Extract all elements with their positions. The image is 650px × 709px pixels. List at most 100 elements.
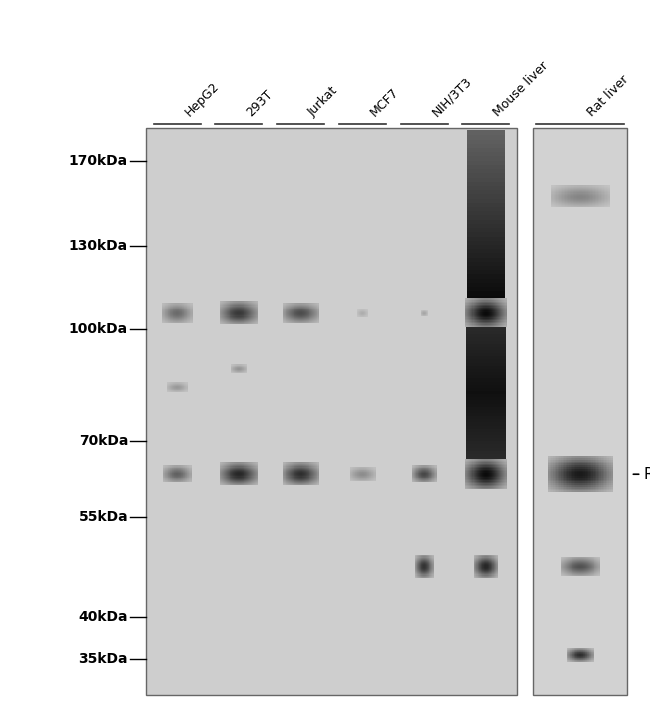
Bar — [296, 478, 298, 480]
Bar — [297, 464, 298, 465]
Bar — [421, 573, 422, 574]
Bar — [503, 321, 505, 323]
Bar — [285, 321, 286, 323]
Bar — [422, 554, 423, 557]
Bar — [554, 486, 557, 489]
Bar — [568, 189, 571, 190]
Bar — [478, 571, 480, 574]
Bar — [490, 573, 491, 574]
Bar — [501, 466, 503, 468]
Bar — [571, 461, 573, 464]
Bar — [573, 653, 574, 654]
Bar — [360, 313, 361, 314]
Bar — [295, 467, 297, 469]
Bar — [477, 568, 478, 570]
Bar — [501, 313, 503, 315]
Bar — [469, 486, 471, 488]
Bar — [163, 316, 164, 317]
Bar — [294, 321, 295, 323]
Bar — [185, 385, 186, 386]
Bar — [432, 569, 433, 571]
Bar — [283, 464, 285, 467]
Bar — [248, 316, 250, 318]
Bar — [506, 481, 507, 484]
Bar — [352, 478, 353, 479]
Bar — [361, 311, 362, 313]
Bar — [584, 655, 585, 657]
Bar — [571, 195, 573, 196]
Bar — [224, 469, 226, 471]
Bar — [172, 384, 174, 385]
Bar — [593, 572, 595, 574]
Bar — [168, 317, 170, 319]
Bar — [504, 301, 506, 303]
Bar — [476, 306, 478, 308]
Bar — [426, 480, 427, 481]
Bar — [499, 475, 501, 477]
Bar — [488, 556, 489, 557]
Bar — [487, 483, 489, 485]
Bar — [573, 649, 575, 650]
Bar — [186, 316, 187, 318]
Bar — [356, 467, 358, 469]
Bar — [173, 382, 174, 384]
Bar — [190, 479, 191, 480]
Bar — [183, 314, 185, 316]
Bar — [358, 316, 359, 317]
Bar — [168, 303, 170, 305]
Bar — [356, 475, 358, 476]
Bar — [252, 464, 254, 465]
Bar — [494, 320, 496, 322]
Bar — [254, 467, 255, 469]
Bar — [309, 484, 311, 486]
Bar — [578, 653, 580, 654]
Bar — [362, 314, 363, 315]
Bar — [229, 315, 231, 317]
Bar — [185, 311, 187, 313]
Bar — [561, 463, 563, 465]
Bar — [473, 475, 475, 477]
Bar — [362, 315, 363, 316]
Bar — [610, 468, 613, 471]
Bar — [466, 310, 468, 312]
Bar — [588, 649, 590, 651]
Bar — [578, 186, 581, 189]
Bar — [362, 467, 363, 468]
Bar — [424, 469, 425, 471]
Bar — [240, 467, 241, 469]
Bar — [255, 307, 256, 308]
Bar — [491, 467, 493, 470]
Bar — [579, 569, 581, 570]
Bar — [170, 481, 171, 482]
Bar — [309, 471, 311, 473]
Bar — [573, 564, 575, 566]
Bar — [482, 318, 484, 320]
Bar — [579, 572, 581, 574]
Bar — [296, 484, 298, 486]
Bar — [250, 321, 252, 323]
Bar — [249, 309, 251, 311]
Bar — [183, 390, 185, 391]
Bar — [421, 315, 422, 316]
Bar — [473, 317, 474, 319]
Bar — [229, 484, 230, 486]
Bar — [485, 467, 486, 470]
Bar — [466, 396, 506, 401]
Bar — [568, 193, 571, 194]
Bar — [226, 303, 227, 304]
Bar — [234, 479, 236, 481]
Bar — [562, 571, 564, 573]
Bar — [431, 477, 432, 479]
Bar — [253, 319, 254, 321]
Bar — [487, 472, 489, 474]
Bar — [285, 307, 287, 308]
Bar — [567, 193, 569, 194]
Bar — [242, 365, 243, 366]
Bar — [465, 323, 467, 325]
Bar — [473, 308, 475, 311]
Bar — [370, 468, 372, 469]
Bar — [425, 310, 426, 311]
Bar — [164, 477, 166, 479]
Bar — [562, 456, 565, 458]
Bar — [590, 658, 592, 659]
